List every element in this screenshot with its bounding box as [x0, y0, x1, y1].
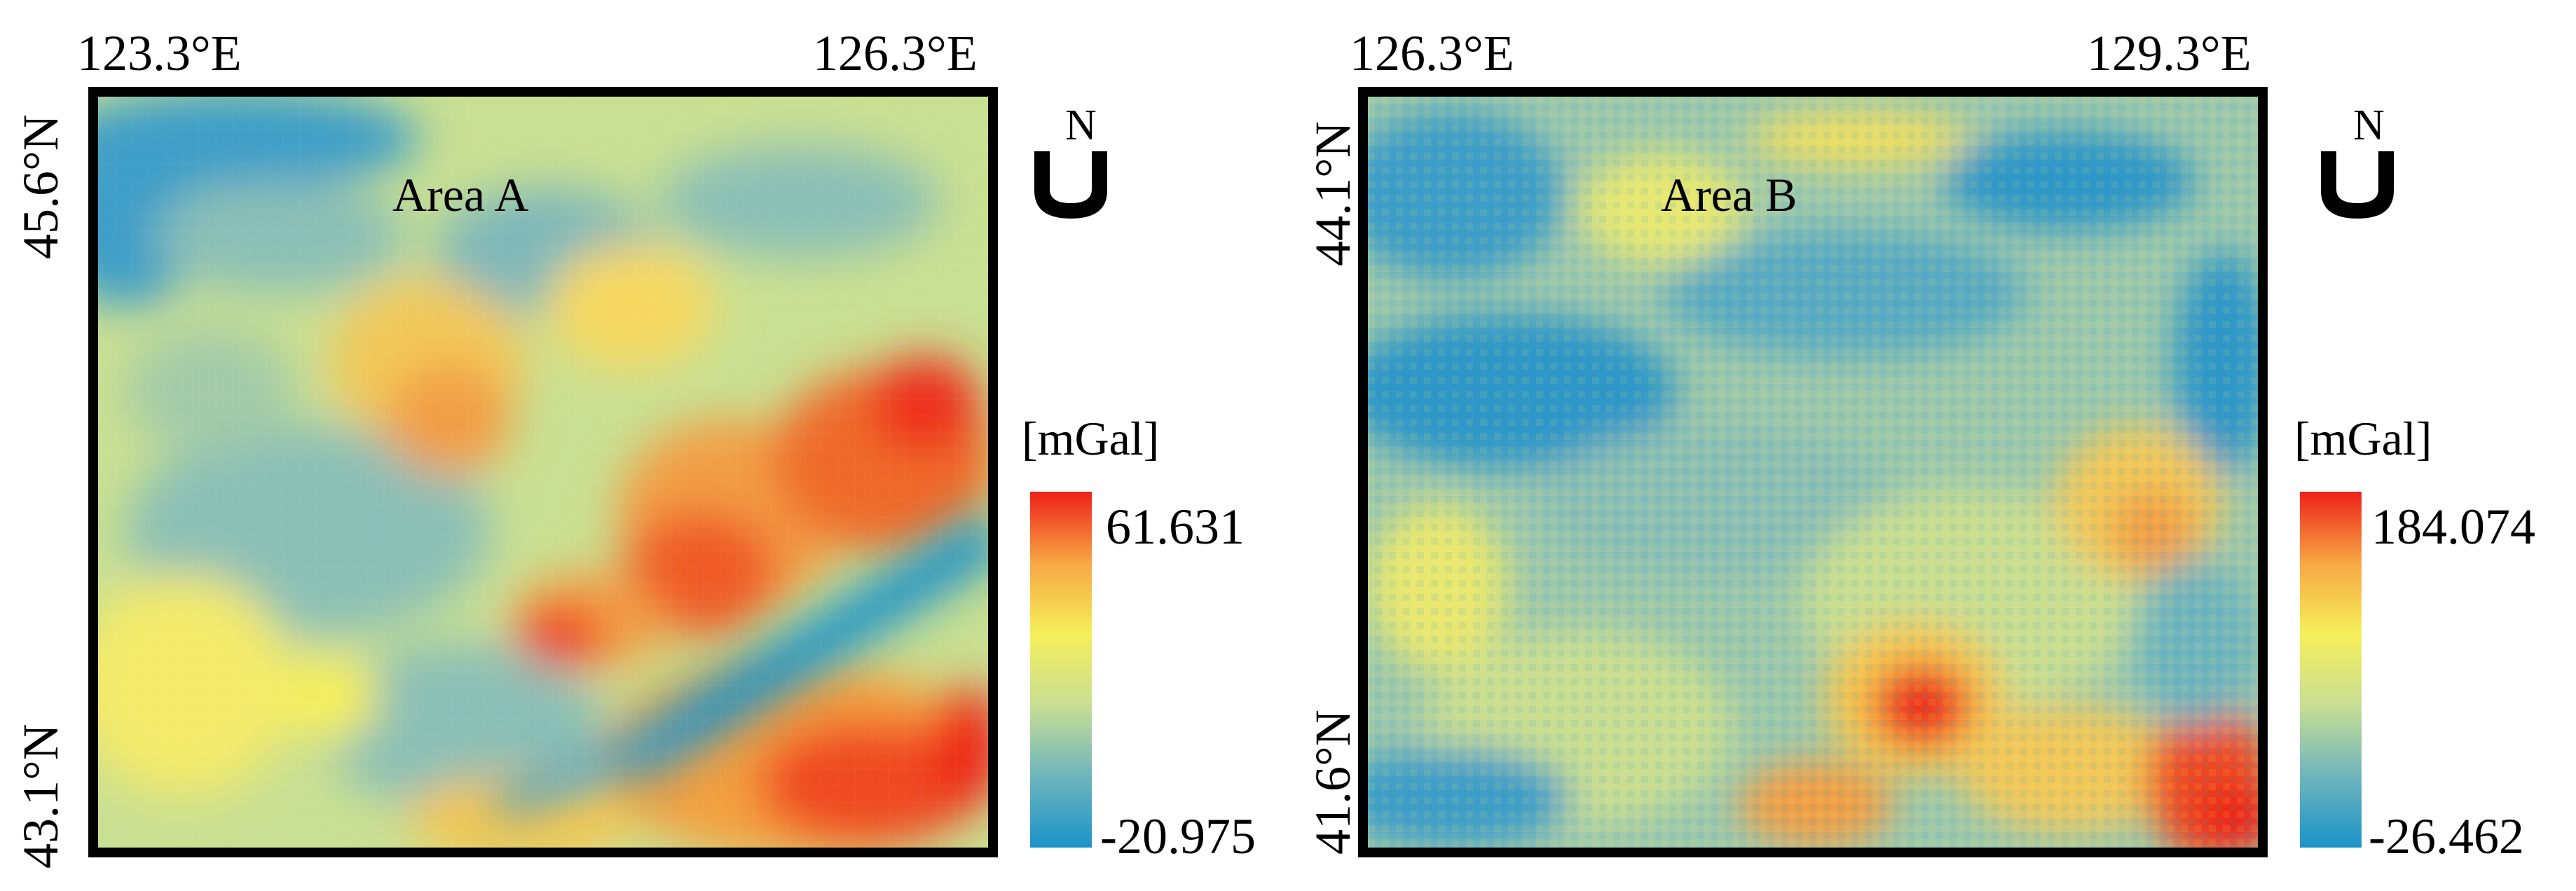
lat-label-bottom: 41.6°N [1305, 710, 1361, 855]
lat-label-top: 45.6°N [13, 114, 69, 259]
north-arrow-icon [2321, 151, 2394, 219]
area-title: Area B [1661, 168, 1797, 221]
gravity-anomaly-map: Area B [1358, 87, 2268, 857]
north-label: N [1065, 102, 1097, 149]
lon-label-right: 129.3°E [2087, 25, 2252, 81]
lat-label-bottom: 43.1°N [13, 724, 69, 869]
map-raster [98, 97, 988, 848]
lon-label-left: 126.3°E [1350, 25, 1514, 81]
legend-unit: [mGal] [1022, 412, 1160, 465]
legend-max-value: 184.074 [2371, 499, 2535, 555]
lon-label-left: 123.3°E [77, 25, 242, 81]
lat-label-top: 44.1°N [1305, 121, 1361, 266]
legend-unit: [mGal] [2294, 412, 2432, 465]
panel-area-a: 123.3°E 126.3°E 45.6°N 43.1°N [13, 25, 1256, 869]
legend-min-value: -20.975 [1100, 808, 1256, 864]
legend-max-value: 61.631 [1106, 499, 1245, 555]
panel-area-b: 126.3°E 129.3°E 44.1°N 41.6°N [1288, 0, 2576, 891]
north-arrow-icon [1034, 151, 1107, 219]
color-scale-bar [1030, 492, 1092, 848]
map-raster [1368, 97, 2258, 848]
color-scale-bar [2300, 492, 2362, 848]
lon-label-right: 126.3°E [813, 25, 978, 81]
area-title: Area A [392, 168, 529, 221]
legend-min-value: -26.462 [2369, 808, 2524, 864]
north-label: N [2353, 102, 2385, 149]
gravity-anomaly-map: Area A [88, 87, 998, 857]
